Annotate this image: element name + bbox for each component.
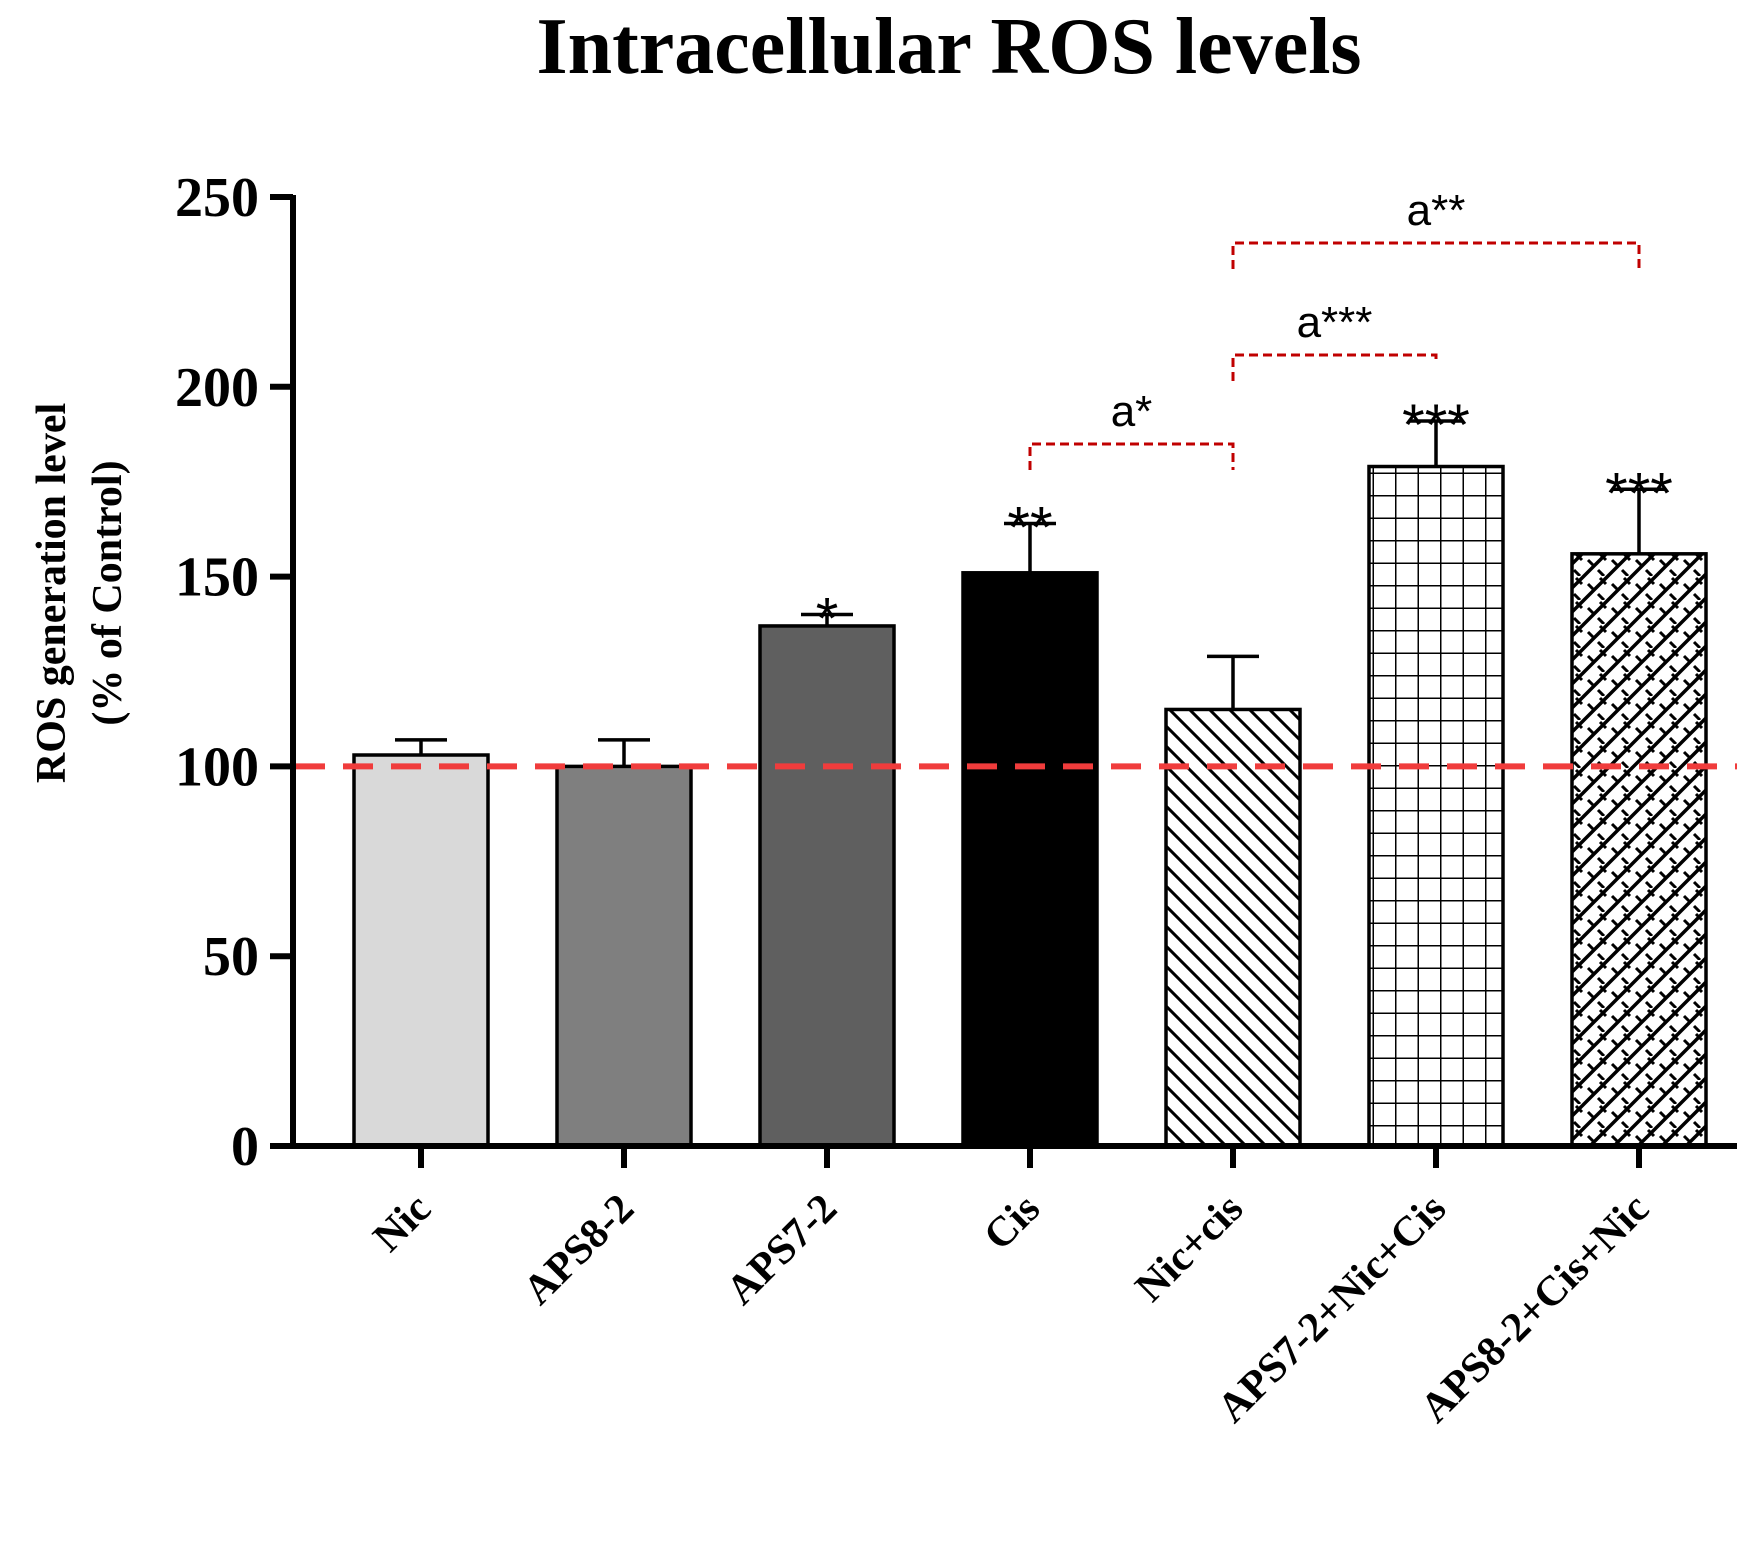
comparison-label-1: a*** (1297, 298, 1373, 347)
bar-3 (961, 571, 1099, 1148)
y-axis-label-line1: ROS generation level (29, 403, 75, 783)
significance-label-3: ** (1007, 495, 1052, 560)
bar-4 (1164, 707, 1302, 1148)
bar-1 (555, 764, 693, 1148)
significance-layer: ********* (816, 393, 1673, 652)
y-tick-label-1: 50 (203, 926, 259, 988)
x-tick-label-2: APS7-2 (718, 1186, 846, 1314)
significance-label-2: * (816, 587, 839, 652)
x-tick-label-1: APS8-2 (515, 1186, 643, 1314)
y-tick-label-0: 0 (231, 1116, 259, 1178)
comparison-bracket-2 (1231, 241, 1641, 269)
x-tick-label-0: Nic (365, 1186, 440, 1261)
y-tick-label-5: 250 (175, 167, 259, 229)
comparison-label-2: a** (1407, 186, 1466, 235)
y-axis-label-line2: (% of Control) (85, 460, 131, 725)
bar-0 (352, 753, 490, 1148)
comparison-label-0: a* (1111, 387, 1153, 436)
comparison-bracket-0 (1028, 442, 1235, 470)
comparison-bracket-1 (1231, 353, 1438, 381)
bar-2 (758, 624, 896, 1148)
bar-5 (1367, 464, 1505, 1148)
significance-label-6: *** (1605, 461, 1673, 526)
bars-layer (352, 464, 1708, 1148)
x-tick-label-4: Nic+cis (1127, 1186, 1252, 1311)
x-tick-label-3: Cis (975, 1186, 1049, 1260)
y-tick-label-3: 150 (175, 547, 259, 609)
error-bars-layer (395, 419, 1665, 767)
axes-layer (290, 195, 1737, 1149)
chart-title: Intracellular ROS levels (536, 3, 1361, 91)
comparison-layer: a* a*** a** (1028, 186, 1641, 470)
y-tick-label-4: 200 (175, 357, 259, 419)
y-tick-label-2: 100 (175, 736, 259, 798)
significance-label-5: *** (1402, 393, 1470, 458)
bar-6 (1570, 552, 1708, 1148)
